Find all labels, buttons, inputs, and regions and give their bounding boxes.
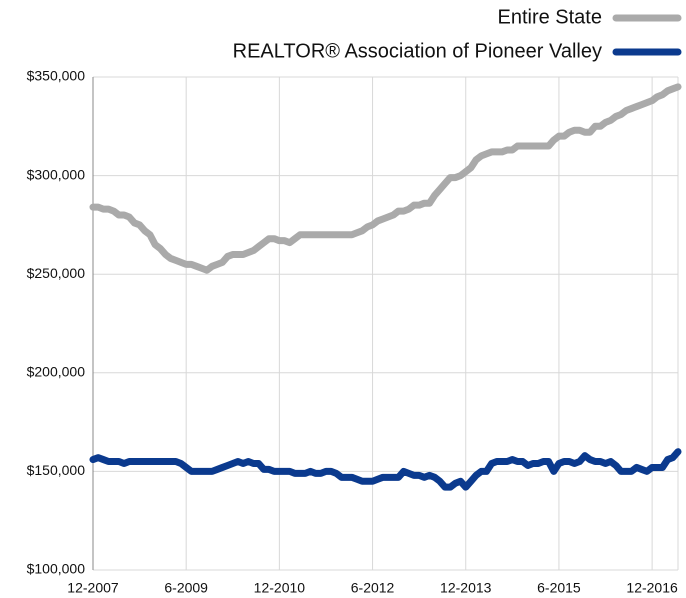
y-tick-label: $200,000 [27, 364, 86, 380]
x-tick-label: 12-2010 [254, 580, 306, 596]
y-tick-label: $150,000 [27, 462, 86, 478]
x-tick-label: 12-2016 [626, 580, 678, 596]
legend-label: REALTOR® Association of Pioneer Valley [233, 40, 602, 62]
y-tick-label: $250,000 [27, 265, 86, 281]
series-line [89, 83, 682, 274]
x-tick-label: 6-2015 [537, 580, 581, 596]
legend-label: Entire State [497, 6, 602, 28]
series-line [89, 448, 682, 491]
y-tick-label: $350,000 [27, 68, 86, 84]
x-tick-label: 12-2007 [67, 580, 119, 596]
x-tick-label: 6-2012 [351, 580, 395, 596]
y-tick-label: $300,000 [27, 166, 86, 182]
x-tick-label: 6-2009 [164, 580, 208, 596]
y-tick-label: $100,000 [27, 561, 86, 577]
x-tick-label: 12-2013 [440, 580, 492, 596]
